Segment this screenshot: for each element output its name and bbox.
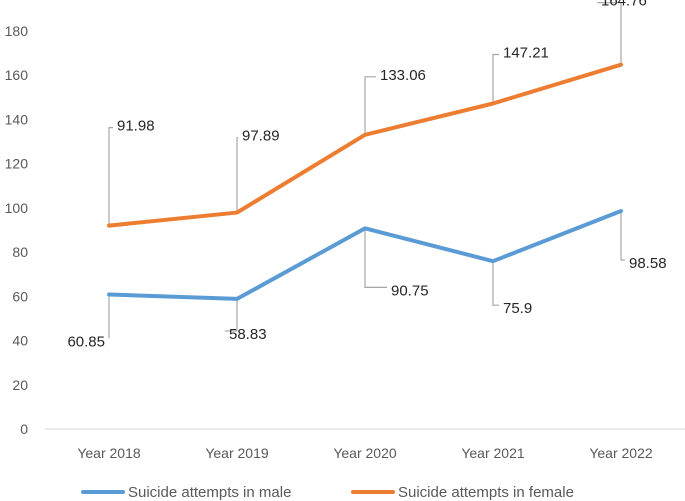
- y-tick-label: 160: [5, 67, 29, 83]
- data-label-leader: [620, 211, 625, 261]
- data-label: 60.85: [67, 333, 105, 350]
- y-tick-label: 40: [12, 333, 28, 349]
- x-tick-label: Year 2022: [589, 445, 653, 461]
- data-label-leader: [492, 261, 499, 306]
- legend-label-0: Suicide attempts in male: [128, 484, 291, 501]
- data-label: 75.9: [503, 300, 532, 317]
- data-labels: 60.85 58.83 90.75 75.9 98.58 91.98 97.89 133.06…: [67, 0, 666, 350]
- y-tick-label: 60: [12, 288, 28, 304]
- y-tick-label: 120: [5, 156, 29, 172]
- y-tick-label: 80: [12, 244, 28, 260]
- data-label: 133.06: [380, 67, 426, 84]
- x-tick-label: Year 2021: [461, 445, 525, 461]
- x-tick-label: Year 2019: [205, 445, 269, 461]
- data-label-leader: [236, 136, 238, 213]
- data-label-leader: [492, 53, 499, 104]
- y-tick-label: 100: [5, 200, 29, 216]
- series-lines: [107, 62, 623, 301]
- data-label-leader: [597, 2, 622, 65]
- y-tick-label: 0: [20, 421, 28, 437]
- data-label: 164.76: [601, 0, 647, 10]
- data-label: 147.21: [503, 45, 549, 62]
- data-label: 91.98: [117, 118, 155, 135]
- data-label-leader: [364, 76, 376, 135]
- y-axis: 0 20 40 60 80 100 120 140 160 180: [5, 23, 29, 437]
- data-label: 90.75: [391, 282, 429, 299]
- data-label: 98.58: [629, 255, 667, 272]
- x-tick-label: Year 2018: [77, 445, 141, 461]
- y-tick-label: 20: [12, 377, 28, 393]
- data-label: 97.89: [242, 128, 280, 145]
- x-tick-label: Year 2020: [333, 445, 397, 461]
- data-label-leader: [225, 298, 238, 332]
- y-tick-label: 140: [5, 111, 29, 127]
- data-label-leader: [108, 127, 113, 226]
- y-tick-label: 180: [5, 23, 29, 39]
- data-label-leaders: [108, 2, 625, 339]
- data-label: 58.83: [229, 326, 267, 343]
- series-line-1: [107, 62, 623, 228]
- legend: Suicide attempts in male Suicide attempts…: [81, 484, 574, 501]
- series-line-0: [107, 209, 623, 301]
- x-axis: Year 2018 Year 2019 Year 2020 Year 2021 Year…: [45, 428, 685, 461]
- data-label-leader: [364, 228, 387, 288]
- legend-label-1: Suicide attempts in female: [398, 484, 574, 501]
